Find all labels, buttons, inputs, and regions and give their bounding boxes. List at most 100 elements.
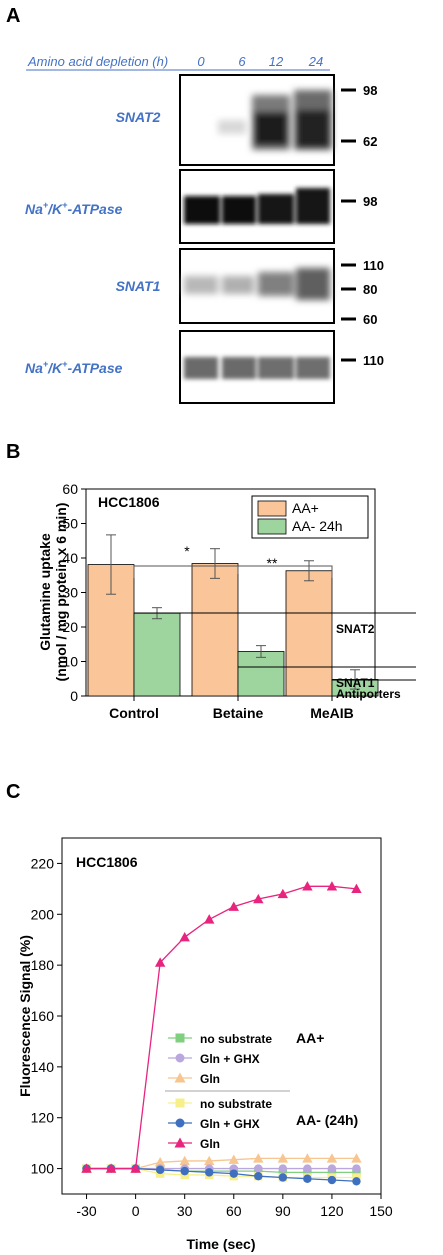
y-tick-label: 50 (62, 516, 78, 532)
data-point (351, 1153, 362, 1163)
significance-brackets: * ** (133, 543, 333, 578)
data-point (352, 1177, 361, 1186)
depletion-header: Amino acid depletion (h) (27, 54, 168, 69)
x-tick-label: 120 (320, 1203, 344, 1219)
group-label-aa-plus: AA+ (296, 1030, 324, 1046)
data-point (229, 1169, 238, 1178)
plot-frame (61, 837, 382, 1195)
chart-c-title: HCC1806 (76, 854, 138, 870)
data-point (205, 1168, 214, 1177)
data-point (278, 1164, 288, 1173)
data-point (253, 1153, 264, 1163)
legend-label: Gln (200, 1137, 220, 1151)
markers-snat1: 110 80 60 (341, 258, 384, 327)
y-ticks: 0 10 20 30 40 50 60 (62, 481, 86, 704)
data-point (204, 1155, 215, 1166)
series-5 (81, 881, 362, 1173)
panel-a-letter: A (6, 5, 20, 27)
axes: 100 120 140 160 180 200 220 -30 0 30 60 90 120 150 (31, 855, 393, 1219)
x-tick-label: Betaine (213, 705, 264, 721)
data-point (154, 957, 166, 967)
data-point (155, 1165, 165, 1175)
x-tick-label: 30 (177, 1203, 193, 1219)
legend-marker (175, 1033, 185, 1043)
data-point (303, 1174, 312, 1183)
y-axis-label: Fluorescence Signal (%) (17, 935, 33, 1097)
markers-snat2: 98 62 (341, 83, 377, 149)
x-tick-label: 90 (275, 1203, 291, 1219)
marker-110: 110 (363, 258, 384, 273)
legend: AA+ AA- 24h (251, 495, 369, 539)
marker-60: 60 (363, 312, 377, 327)
marker-80: 80 (363, 282, 377, 297)
timepoint-0: 0 (197, 54, 205, 69)
annotation-antiporters: Antiporters (336, 687, 401, 701)
legend-swatch-aa-minus (257, 518, 287, 535)
y-axis-label-line1: Glutamine uptake (37, 533, 53, 651)
x-tick-labels: Control Betaine MeAIB (109, 696, 354, 721)
series-line (86, 885, 357, 1170)
bar (191, 563, 239, 697)
legend-marker (174, 1137, 186, 1148)
data-point (179, 1155, 190, 1166)
legend-swatch-aa-plus (257, 500, 287, 517)
y-tick-label: 220 (31, 855, 55, 871)
data-point (326, 1153, 338, 1163)
legend: no substrate Gln + GHX Gln no substrate Gln … (165, 1032, 290, 1151)
data-point (302, 1153, 313, 1163)
data-point (277, 888, 289, 899)
legend-label: no substrate (200, 1097, 272, 1111)
y-tick-label: 30 (62, 585, 78, 601)
sig-double-star: ** (267, 555, 278, 571)
x-axis-label: Time (sec) (187, 1236, 256, 1252)
y-tick-label: 20 (62, 619, 78, 635)
data-point (277, 1153, 289, 1163)
blot-label-snat1: SNAT1 (116, 278, 161, 294)
data-point (278, 1173, 288, 1182)
y-tick-label: 140 (31, 1059, 55, 1075)
sig-star: * (184, 543, 190, 559)
data-point (352, 1164, 361, 1173)
x-tick-label: 150 (369, 1203, 393, 1219)
chart-b-title: HCC1806 (98, 494, 160, 510)
bars (87, 534, 379, 697)
bar (285, 570, 333, 697)
data-point (327, 1175, 337, 1185)
markers-nak-2: 110 (341, 353, 384, 368)
series-0 (82, 1164, 361, 1177)
y-tick-label: 200 (31, 906, 55, 922)
y-tick-label: 10 (62, 654, 78, 670)
x-tick-label: 60 (226, 1203, 242, 1219)
y-tick-label: 100 (31, 1161, 55, 1177)
y-tick-label: 160 (31, 1008, 55, 1024)
legend-marker (174, 1072, 186, 1083)
data-point (204, 914, 215, 924)
panel-c-letter: C (6, 781, 20, 803)
blot-nak-atpase-2: Na+/K+-ATPase (25, 330, 335, 404)
y-tick-label: 60 (62, 481, 78, 497)
legend-aa-minus: AA- 24h (292, 518, 343, 534)
legend-marker (175, 1118, 185, 1128)
timepoint-6: 6 (238, 54, 246, 69)
marker-98: 98 (363, 83, 377, 98)
legend-marker (175, 1098, 185, 1108)
y-tick-label: 180 (31, 957, 55, 973)
uptake-bar-chart: 0 10 20 30 40 50 60 * ** SNAT2 SNAT1 Antiporte… (37, 481, 416, 721)
data-point (253, 893, 264, 904)
data-point (180, 1166, 189, 1176)
timepoint-24: 24 (308, 54, 323, 69)
data-point (81, 1163, 92, 1173)
legend-marker (175, 1053, 185, 1063)
data-point (179, 931, 190, 942)
blot-nak-atpase-1: Na+/K+-ATPase (25, 169, 335, 244)
data-point (105, 1163, 117, 1173)
marker-98: 98 (363, 194, 377, 209)
blot-label-nak-atpase: Na+/K+-ATPase (25, 200, 123, 217)
markers-nak-1: 98 (341, 194, 377, 209)
data-point (254, 1172, 263, 1181)
blot-snat1: SNAT1 (116, 248, 335, 324)
blot-label-nak-atpase: Na+/K+-ATPase (25, 359, 123, 376)
timepoint-labels: 0 6 12 24 (197, 54, 323, 69)
